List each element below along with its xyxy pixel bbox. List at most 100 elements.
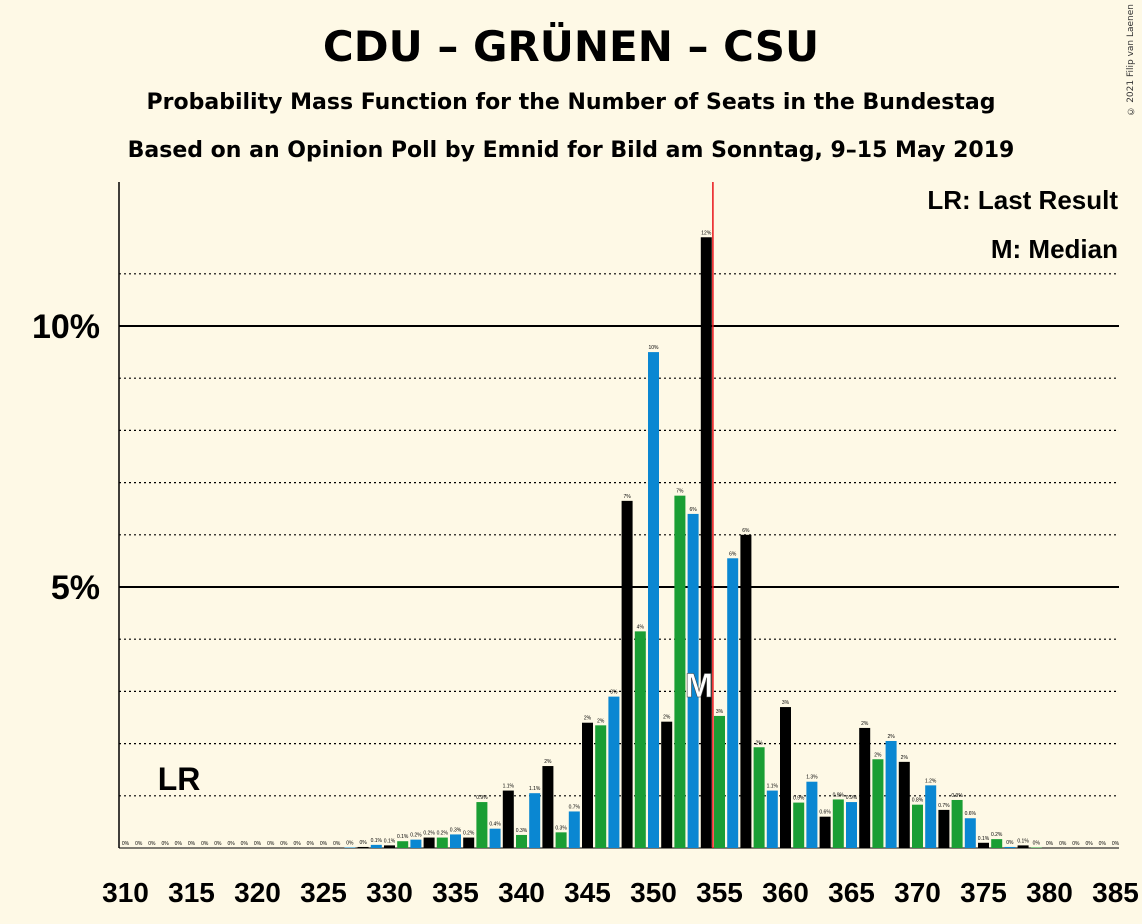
bar-label-354: 12%: [701, 230, 712, 236]
bar-label-348: 7%: [623, 494, 631, 500]
bar-342: [542, 766, 554, 848]
bar-350: [648, 352, 659, 848]
x-tick-385: 385: [1092, 877, 1139, 908]
x-tick-320: 320: [234, 877, 281, 908]
bar-374: [964, 818, 976, 848]
bar-label-318: 0%: [227, 841, 235, 847]
bar-label-337: 0.9%: [476, 795, 488, 801]
bar-label-339: 1.1%: [503, 784, 515, 790]
bar-label-323: 0%: [293, 841, 301, 847]
bar-371: [925, 785, 937, 848]
bar-label-331: 0.1%: [397, 834, 409, 840]
chart-subtitle: Probability Mass Function for the Number…: [146, 90, 996, 115]
bar-338: [489, 828, 501, 848]
bar-label-369: 2%: [901, 755, 909, 761]
bar-346: [595, 725, 607, 848]
bar-label-330: 0.1%: [384, 838, 396, 844]
bar-377: [1004, 846, 1016, 848]
x-tick-360: 360: [762, 877, 809, 908]
bar-label-345: 2%: [584, 716, 592, 722]
bar-347: [608, 696, 620, 848]
bar-334: [436, 837, 448, 848]
bar-367: [872, 759, 884, 848]
x-tick-365: 365: [828, 877, 875, 908]
bar-label-368: 2%: [887, 734, 895, 740]
bar-label-380: 0%: [1046, 841, 1054, 847]
bar-label-340: 0.3%: [516, 828, 528, 834]
bar-376: [991, 839, 1003, 848]
bar-label-338: 0.4%: [489, 822, 501, 828]
x-tick-315: 315: [168, 877, 215, 908]
bar-label-328: 0%: [359, 840, 367, 846]
bar-328: [357, 846, 369, 848]
bar-340: [516, 834, 527, 848]
bar-339: [502, 790, 514, 848]
bar-label-361: 0.9%: [793, 796, 805, 802]
bar-label-334: 0.2%: [437, 831, 449, 837]
x-tick-325: 325: [300, 877, 347, 908]
x-tick-labels: 310 315 320 325 330 335 340 345 350 355 360 365 370 3…: [102, 877, 1139, 908]
x-tick-345: 345: [564, 877, 611, 908]
bar-label-360: 3%: [782, 700, 790, 706]
bar-label-373: 0.9%: [951, 793, 963, 799]
x-tick-375: 375: [960, 877, 1007, 908]
bar-label-313: 0%: [161, 841, 169, 847]
bar-label-314: 0%: [175, 841, 183, 847]
bar-label-372: 0.7%: [938, 803, 950, 809]
y-tick-5: 5%: [51, 569, 100, 607]
bar-365: [846, 802, 857, 848]
bar-361: [793, 802, 805, 848]
bar-label-335: 0.3%: [450, 827, 462, 833]
bar-label-371: 1.2%: [925, 778, 937, 784]
bar-335: [450, 834, 461, 848]
last-result-marker: LR: [158, 761, 201, 797]
median-marker: M: [685, 667, 713, 705]
bar-label-350: 10%: [648, 345, 659, 351]
bar-label-378: 0.1%: [1017, 838, 1029, 844]
bar-358: [753, 747, 765, 848]
bar-label-341: 1.1%: [529, 786, 541, 792]
bar-label-317: 0%: [214, 841, 222, 847]
bar-label-336: 0.2%: [463, 831, 475, 837]
bar-label-326: 0%: [333, 841, 341, 847]
bar-331: [397, 841, 409, 848]
bar-label-382: 0%: [1072, 841, 1080, 847]
bar-343: [555, 832, 567, 848]
bar-344: [568, 811, 580, 848]
bar-332: [410, 839, 422, 848]
bar-363: [819, 816, 831, 848]
bar-label-385: 0%: [1112, 841, 1120, 847]
bar-label-353: 6%: [689, 507, 697, 513]
bar-label-362: 1.3%: [806, 775, 818, 781]
bar-label-367: 2%: [874, 752, 882, 758]
bar-label-364: 0.9%: [833, 792, 845, 798]
bar-label-383: 0%: [1085, 841, 1093, 847]
bar-label-375: 0.1%: [978, 836, 990, 842]
chart-title: CDU – GRÜNEN – CSU: [322, 22, 820, 71]
y-tick-labels: 5% 10%: [32, 308, 100, 607]
bar-341: [529, 793, 541, 848]
bar-366: [859, 727, 871, 848]
bar-label-343: 0.3%: [555, 825, 567, 831]
x-tick-380: 380: [1026, 877, 1073, 908]
bar-label-359: 1.1%: [767, 784, 779, 790]
bar-345: [582, 722, 593, 848]
x-tick-310: 310: [102, 877, 149, 908]
bar-label-351: 2%: [663, 715, 671, 721]
bar-label-374: 0.6%: [965, 811, 977, 817]
bar-label-312: 0%: [148, 841, 156, 847]
bar-label-333: 0.2%: [423, 831, 435, 837]
bar-336: [463, 837, 475, 848]
bar-333: [423, 837, 435, 848]
bar-357: [740, 534, 752, 848]
bar-label-342: 2%: [544, 759, 552, 765]
bar-label-381: 0%: [1059, 841, 1067, 847]
bar-355: [714, 715, 725, 848]
bar-label-329: 0.1%: [371, 838, 383, 844]
x-tick-370: 370: [894, 877, 941, 908]
x-tick-330: 330: [366, 877, 413, 908]
bar-372: [938, 809, 950, 848]
bar-378: [1017, 845, 1029, 848]
bar-label-384: 0%: [1099, 841, 1107, 847]
